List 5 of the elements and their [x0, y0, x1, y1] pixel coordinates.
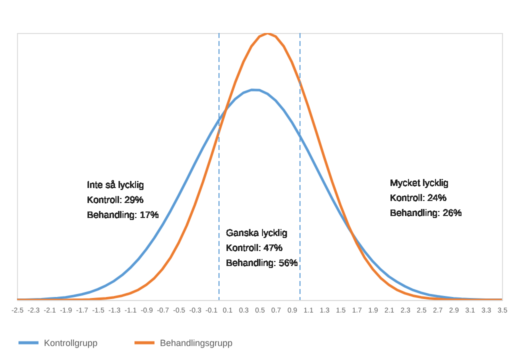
legend-label: Kontrollgrupp: [44, 338, 98, 348]
legend-label: Behandlingsgrupp: [160, 338, 233, 348]
annotation: Mycket lycklig Kontroll: 24% Behandling: 26%: [390, 178, 462, 219]
annotation: Ganska lycklig Kontroll: 47% Behandling: 56%: [226, 228, 298, 269]
annotation: Inte så lycklig Kontroll: 29% Behandling: 17%: [87, 180, 160, 221]
